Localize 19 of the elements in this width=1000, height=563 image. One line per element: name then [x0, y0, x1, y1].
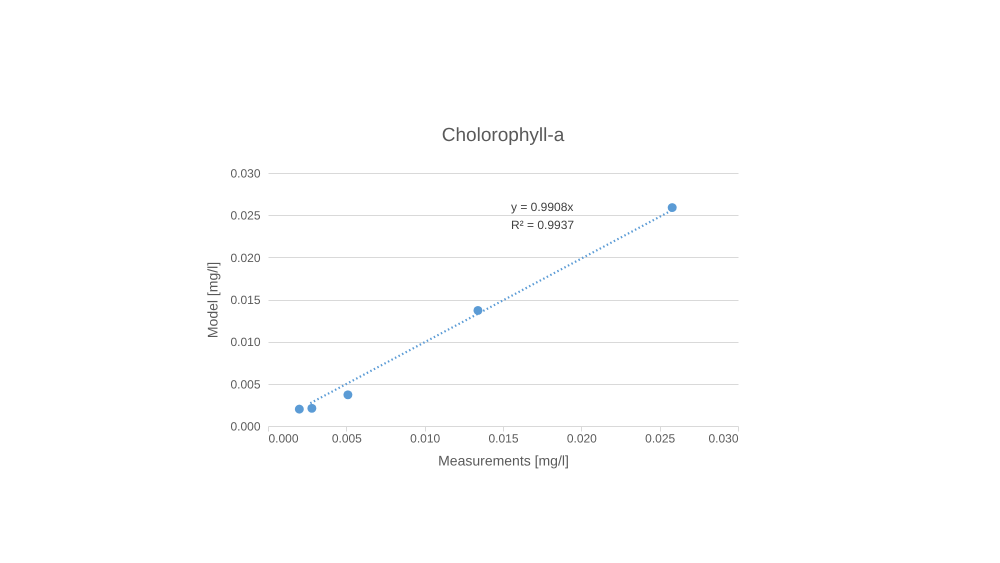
y-tick-label: 0.020 [230, 250, 261, 265]
chart-title: Cholorophyll-a [442, 125, 565, 146]
y-tick-label: 0.005 [230, 377, 261, 392]
x-tick-label: 0.010 [410, 432, 441, 446]
y-axis-title: Model [mg/l] [204, 262, 220, 338]
y-tick-label: 0.025 [230, 208, 261, 223]
x-tick-label: 0.030 [708, 432, 739, 446]
y-tick-label: 0.015 [230, 293, 261, 307]
y-tick-label: 0.010 [230, 335, 261, 350]
x-tick-label: 0.020 [566, 432, 598, 446]
x-tick-label: 0.000 [268, 432, 299, 446]
annotation: R² = 0.9937 [511, 218, 574, 232]
x-axis-title: Measurements [mg/l] [438, 452, 569, 468]
x-tick-label: 0.005 [332, 432, 362, 446]
x-tick-label: 0.025 [645, 432, 676, 446]
x-tick-label: 0.015 [488, 432, 519, 446]
y-tick-label: 0.000 [230, 420, 261, 434]
annotation: y = 0.9908x [511, 200, 574, 214]
y-tick-label: 0.030 [230, 166, 261, 180]
